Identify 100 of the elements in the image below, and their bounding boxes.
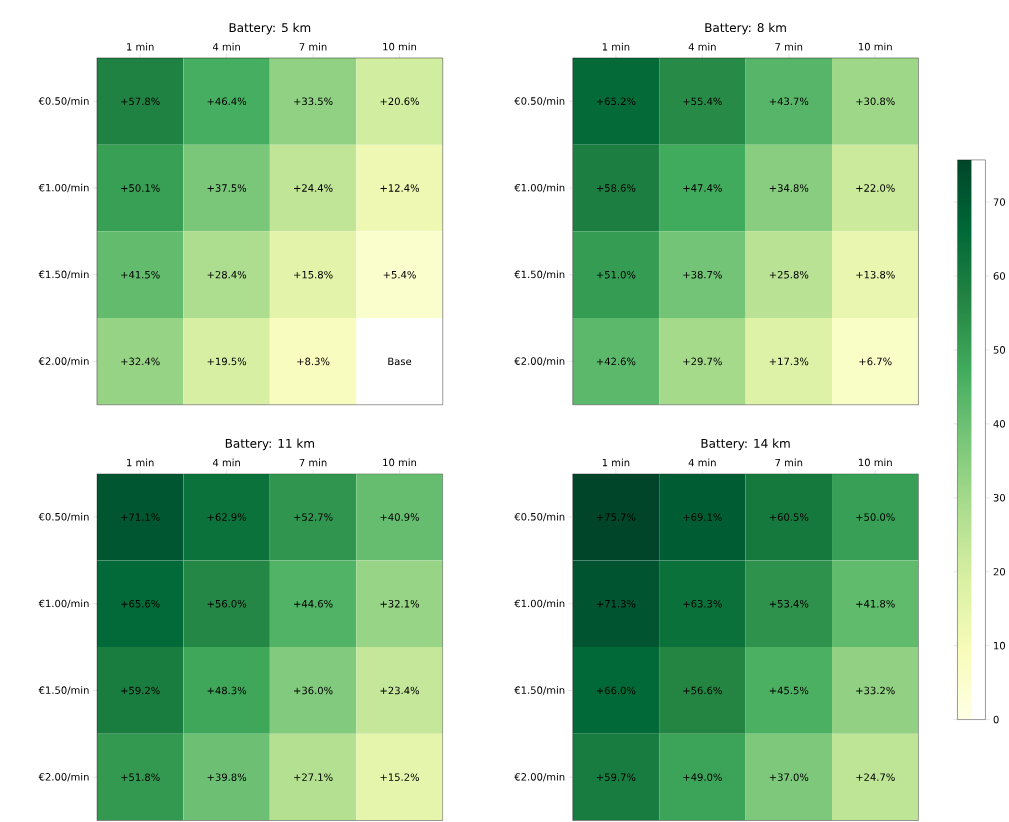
y-tick-label: €1.00/min: [38, 183, 89, 193]
chart-title: Battery: 5 km: [229, 23, 311, 35]
x-tick-label: 1 min: [602, 43, 630, 51]
y-tick-label: €1.50/min: [514, 686, 565, 695]
data-label: +51.0%: [596, 271, 636, 279]
data-label: +6.7%: [859, 357, 892, 366]
data-label: +5.4%: [383, 271, 416, 279]
data-label: +37.0%: [769, 773, 809, 782]
data-label: +22.0%: [856, 184, 895, 193]
x-tick-label: 10 min: [858, 42, 892, 51]
chart-title: Battery: 8 km: [705, 23, 786, 35]
data-label: +55.4%: [683, 97, 722, 106]
data-label: +75.7%: [596, 513, 636, 522]
data-label: +36.0%: [294, 686, 333, 695]
data-label: +23.4%: [380, 686, 420, 695]
data-label: +66.0%: [596, 686, 636, 695]
color-bar-label: 50: [993, 346, 1006, 354]
data-label: +71.3%: [596, 600, 636, 608]
data-label: +62.9%: [207, 513, 247, 522]
chart-title: Battery: 14 km: [701, 438, 790, 451]
y-tick-label: €2.00/min: [514, 357, 565, 366]
data-label: +46.4%: [207, 97, 247, 106]
y-tick-label: €0.50/min: [38, 513, 89, 522]
y-tick-label: €0.50/min: [514, 513, 565, 522]
data-label: +15.2%: [380, 773, 420, 782]
data-label: +33.5%: [294, 97, 333, 106]
data-label: +65.6%: [121, 600, 160, 608]
color-bar-label: 30: [993, 494, 1006, 502]
data-label: +24.7%: [856, 773, 895, 782]
color-bar-label: 0: [993, 716, 999, 724]
y-tick-label: €1.50/min: [514, 270, 565, 280]
data-label: +60.5%: [769, 513, 809, 522]
chart-title: Battery: 11 km: [225, 438, 314, 451]
data-label: +19.5%: [207, 357, 247, 366]
data-label: +58.6%: [596, 184, 636, 193]
data-label: +34.8%: [769, 184, 809, 193]
data-label: +45.5%: [769, 686, 809, 695]
data-label: +13.8%: [856, 271, 895, 279]
data-label: +30.8%: [856, 97, 895, 106]
data-label: +39.8%: [207, 773, 247, 782]
data-label: +52.7%: [294, 513, 333, 522]
data-label: +37.5%: [207, 184, 247, 193]
data-label: +49.0%: [683, 773, 722, 782]
data-label: +56.0%: [207, 600, 247, 608]
data-label: +12.4%: [380, 184, 420, 193]
data-label: +57.8%: [121, 97, 160, 106]
data-label: +41.5%: [121, 271, 160, 279]
text: Base: [388, 357, 412, 366]
x-tick-label: 7 min: [299, 458, 327, 467]
y-tick-label: €1.00/min: [38, 599, 89, 609]
data-label: +56.6%: [683, 686, 722, 695]
y-tick-label: €1.00/min: [514, 599, 565, 609]
data-label: +15.8%: [294, 271, 333, 279]
x-tick-label: 1 min: [127, 43, 154, 51]
x-tick-label: 7 min: [775, 43, 803, 51]
data-label: +43.7%: [769, 97, 809, 106]
x-tick-label: 4 min: [688, 458, 716, 467]
data-label: +29.7%: [683, 357, 722, 366]
x-tick-label: 1 min: [602, 458, 630, 467]
y-tick-label: €0.50/min: [38, 97, 89, 106]
data-label: +69.1%: [683, 513, 722, 522]
x-tick-label: 7 min: [299, 43, 327, 51]
x-tick-label: 1 min: [127, 458, 154, 467]
data-label: +41.8%: [856, 600, 895, 608]
data-label: +20.6%: [380, 97, 420, 106]
data-label: +71.1%: [121, 513, 160, 522]
data-label: +59.2%: [121, 686, 160, 695]
data-label: +53.4%: [769, 600, 809, 608]
data-label: +40.9%: [380, 513, 420, 522]
data-label: +48.3%: [207, 686, 247, 695]
data-label: +63.3%: [683, 600, 722, 608]
color-bar-label: 70: [993, 198, 1006, 207]
data-label: +50.0%: [856, 513, 895, 522]
data-label: +32.1%: [380, 600, 420, 608]
data-label: +28.4%: [207, 271, 247, 279]
color-bar-label: 40: [993, 420, 1006, 428]
x-tick-label: 4 min: [212, 458, 240, 467]
x-tick-label: 4 min: [688, 43, 716, 51]
y-tick-label: €1.00/min: [514, 183, 565, 193]
data-label: +51.8%: [121, 773, 160, 782]
y-tick-label: €1.50/min: [38, 270, 89, 280]
color-bar-label: 20: [993, 568, 1006, 576]
color-bar-label: 60: [993, 272, 1006, 280]
x-tick-label: 7 min: [775, 458, 803, 467]
data-label: +38.7%: [683, 271, 722, 279]
data-label: +33.2%: [856, 686, 895, 695]
data-label: +42.6%: [596, 357, 636, 366]
y-tick-label: €0.50/min: [514, 97, 565, 106]
data-label: +65.2%: [596, 97, 636, 106]
y-tick-label: €2.00/min: [38, 357, 89, 366]
x-tick-label: 4 min: [212, 43, 240, 51]
color-bar-label: 10: [994, 642, 1006, 650]
data-label: +24.4%: [294, 184, 333, 193]
data-label: +59.7%: [596, 773, 636, 782]
y-tick-label: €2.00/min: [514, 773, 565, 782]
data-label: +27.1%: [294, 773, 333, 782]
data-label: +50.1%: [121, 184, 160, 193]
data-label: +47.4%: [683, 184, 722, 193]
y-tick-label: €1.50/min: [38, 686, 89, 695]
x-tick-label: 10 min: [383, 42, 417, 51]
